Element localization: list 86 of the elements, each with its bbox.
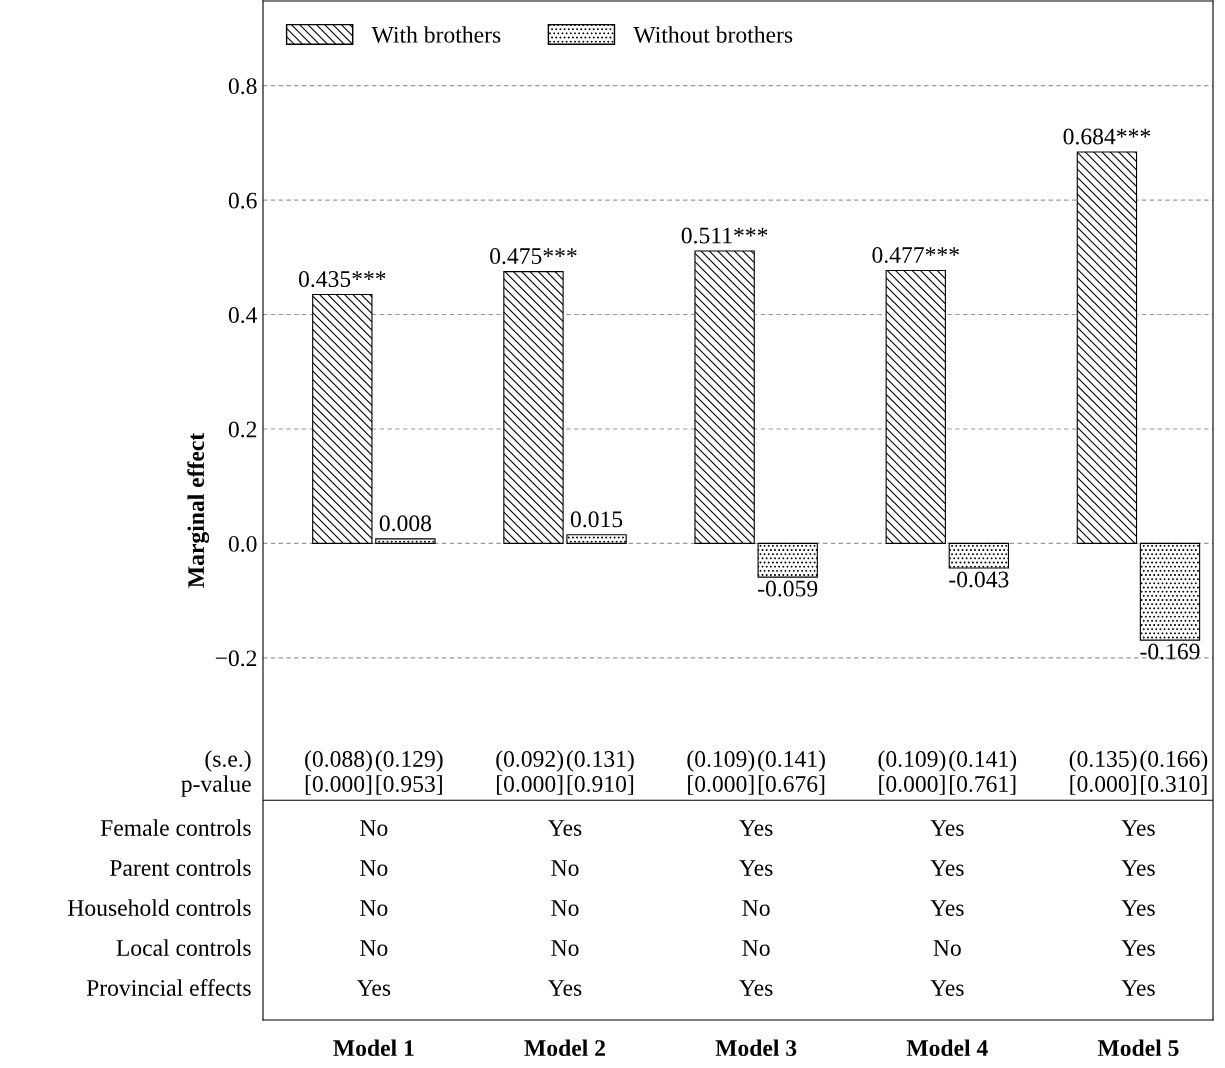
x-tick-label: Model 1 bbox=[333, 1039, 414, 1057]
annotation: Yes bbox=[739, 820, 773, 836]
annotation: [0.000] bbox=[496, 775, 563, 795]
y-axis-title: Marginal effect bbox=[187, 432, 210, 588]
bar bbox=[948, 542, 1010, 569]
bar bbox=[375, 538, 436, 544]
x-tick-label: Model 3 bbox=[715, 1039, 797, 1057]
annotation: Yes bbox=[1121, 860, 1155, 876]
data-label: -0.169 bbox=[1140, 643, 1200, 660]
annotation: [0.953] bbox=[376, 775, 442, 795]
data-label: 0.511*** bbox=[681, 227, 768, 244]
data-label: 0.015 bbox=[570, 511, 623, 528]
bar bbox=[757, 542, 818, 578]
data-label: -0.043 bbox=[949, 571, 1009, 588]
annotation: Yes bbox=[930, 980, 964, 996]
text: Female controls bbox=[100, 819, 251, 836]
x-tick-label: Model 5 bbox=[1097, 1039, 1179, 1057]
text: (s.e.) bbox=[205, 750, 251, 772]
x-tick-label: Model 2 bbox=[524, 1039, 605, 1057]
annotation: No bbox=[551, 900, 579, 916]
annotation: No bbox=[933, 940, 961, 956]
annotation: [0.910] bbox=[567, 775, 634, 795]
annotation: No bbox=[551, 860, 579, 876]
annotation: Yes bbox=[930, 900, 964, 916]
bar bbox=[312, 293, 373, 544]
annotation: [0.000] bbox=[879, 775, 945, 795]
bar bbox=[503, 271, 564, 544]
data-label: 0.475*** bbox=[490, 248, 577, 265]
annotation: No bbox=[360, 860, 388, 876]
legend-label: Without brothers bbox=[633, 26, 793, 43]
annotation: [0.000] bbox=[305, 775, 372, 795]
text: p-value bbox=[181, 775, 251, 797]
annotation: No bbox=[742, 900, 770, 916]
annotation: No bbox=[360, 820, 388, 836]
x-tick-label: Model 4 bbox=[906, 1039, 988, 1057]
bar bbox=[1139, 542, 1201, 641]
bar bbox=[694, 250, 755, 544]
annotation: (0.109) bbox=[687, 750, 755, 772]
bar bbox=[885, 269, 946, 544]
annotation: (0.088) bbox=[305, 750, 372, 772]
data-label: -0.059 bbox=[758, 580, 818, 597]
text: Provincial effects bbox=[86, 979, 251, 996]
annotation: [0.000] bbox=[688, 775, 754, 795]
annotation: [0.000] bbox=[1070, 775, 1136, 795]
y-tick-label: 0.6 bbox=[228, 192, 257, 209]
y-tick-label: 0.8 bbox=[228, 78, 257, 95]
data-label: 0.435*** bbox=[298, 271, 386, 288]
annotation: Yes bbox=[739, 980, 773, 996]
annotation: [0.761] bbox=[950, 775, 1016, 795]
annotation: (0.141) bbox=[758, 750, 825, 772]
annotation: Yes bbox=[356, 980, 391, 996]
annotation: Yes bbox=[548, 980, 582, 996]
text: Parent controls bbox=[109, 859, 251, 876]
annotation: Yes bbox=[548, 820, 582, 836]
annotation: No bbox=[360, 940, 388, 956]
data-label: 0.684*** bbox=[1063, 128, 1151, 145]
data-label: 0.477*** bbox=[872, 246, 959, 264]
annotation: Yes bbox=[739, 860, 773, 876]
annotation: Yes bbox=[1121, 980, 1155, 996]
y-tick-label: −0.2 bbox=[215, 650, 257, 667]
annotation: No bbox=[742, 940, 770, 956]
annotation: (0.141) bbox=[949, 750, 1017, 772]
legend-label: With brothers bbox=[371, 26, 501, 43]
annotation: [0.310] bbox=[1141, 775, 1207, 795]
annotation: Yes bbox=[930, 860, 964, 876]
annotation: (0.131) bbox=[566, 750, 634, 772]
y-tick-label: 0.2 bbox=[228, 421, 257, 438]
annotation: Yes bbox=[1121, 820, 1155, 836]
annotation: (0.092) bbox=[496, 750, 564, 772]
annotation: Yes bbox=[930, 820, 964, 836]
annotation: No bbox=[360, 900, 388, 916]
annotation: Yes bbox=[1121, 940, 1155, 956]
bar bbox=[1076, 151, 1138, 544]
y-tick-label: 0.4 bbox=[228, 307, 258, 324]
annotation: (0.109) bbox=[878, 750, 946, 772]
annotation: [0.676] bbox=[758, 775, 825, 795]
annotation: No bbox=[551, 940, 579, 956]
text: Household controls bbox=[68, 899, 251, 916]
annotation: (0.166) bbox=[1140, 750, 1208, 772]
annotation: (0.135) bbox=[1069, 750, 1137, 772]
text: Local controls bbox=[116, 939, 251, 956]
data-label: 0.008 bbox=[379, 515, 432, 532]
annotation: (0.129) bbox=[375, 750, 443, 772]
y-tick-label: 0.0 bbox=[228, 535, 257, 552]
bar bbox=[566, 534, 627, 544]
annotation: Yes bbox=[1121, 900, 1155, 916]
